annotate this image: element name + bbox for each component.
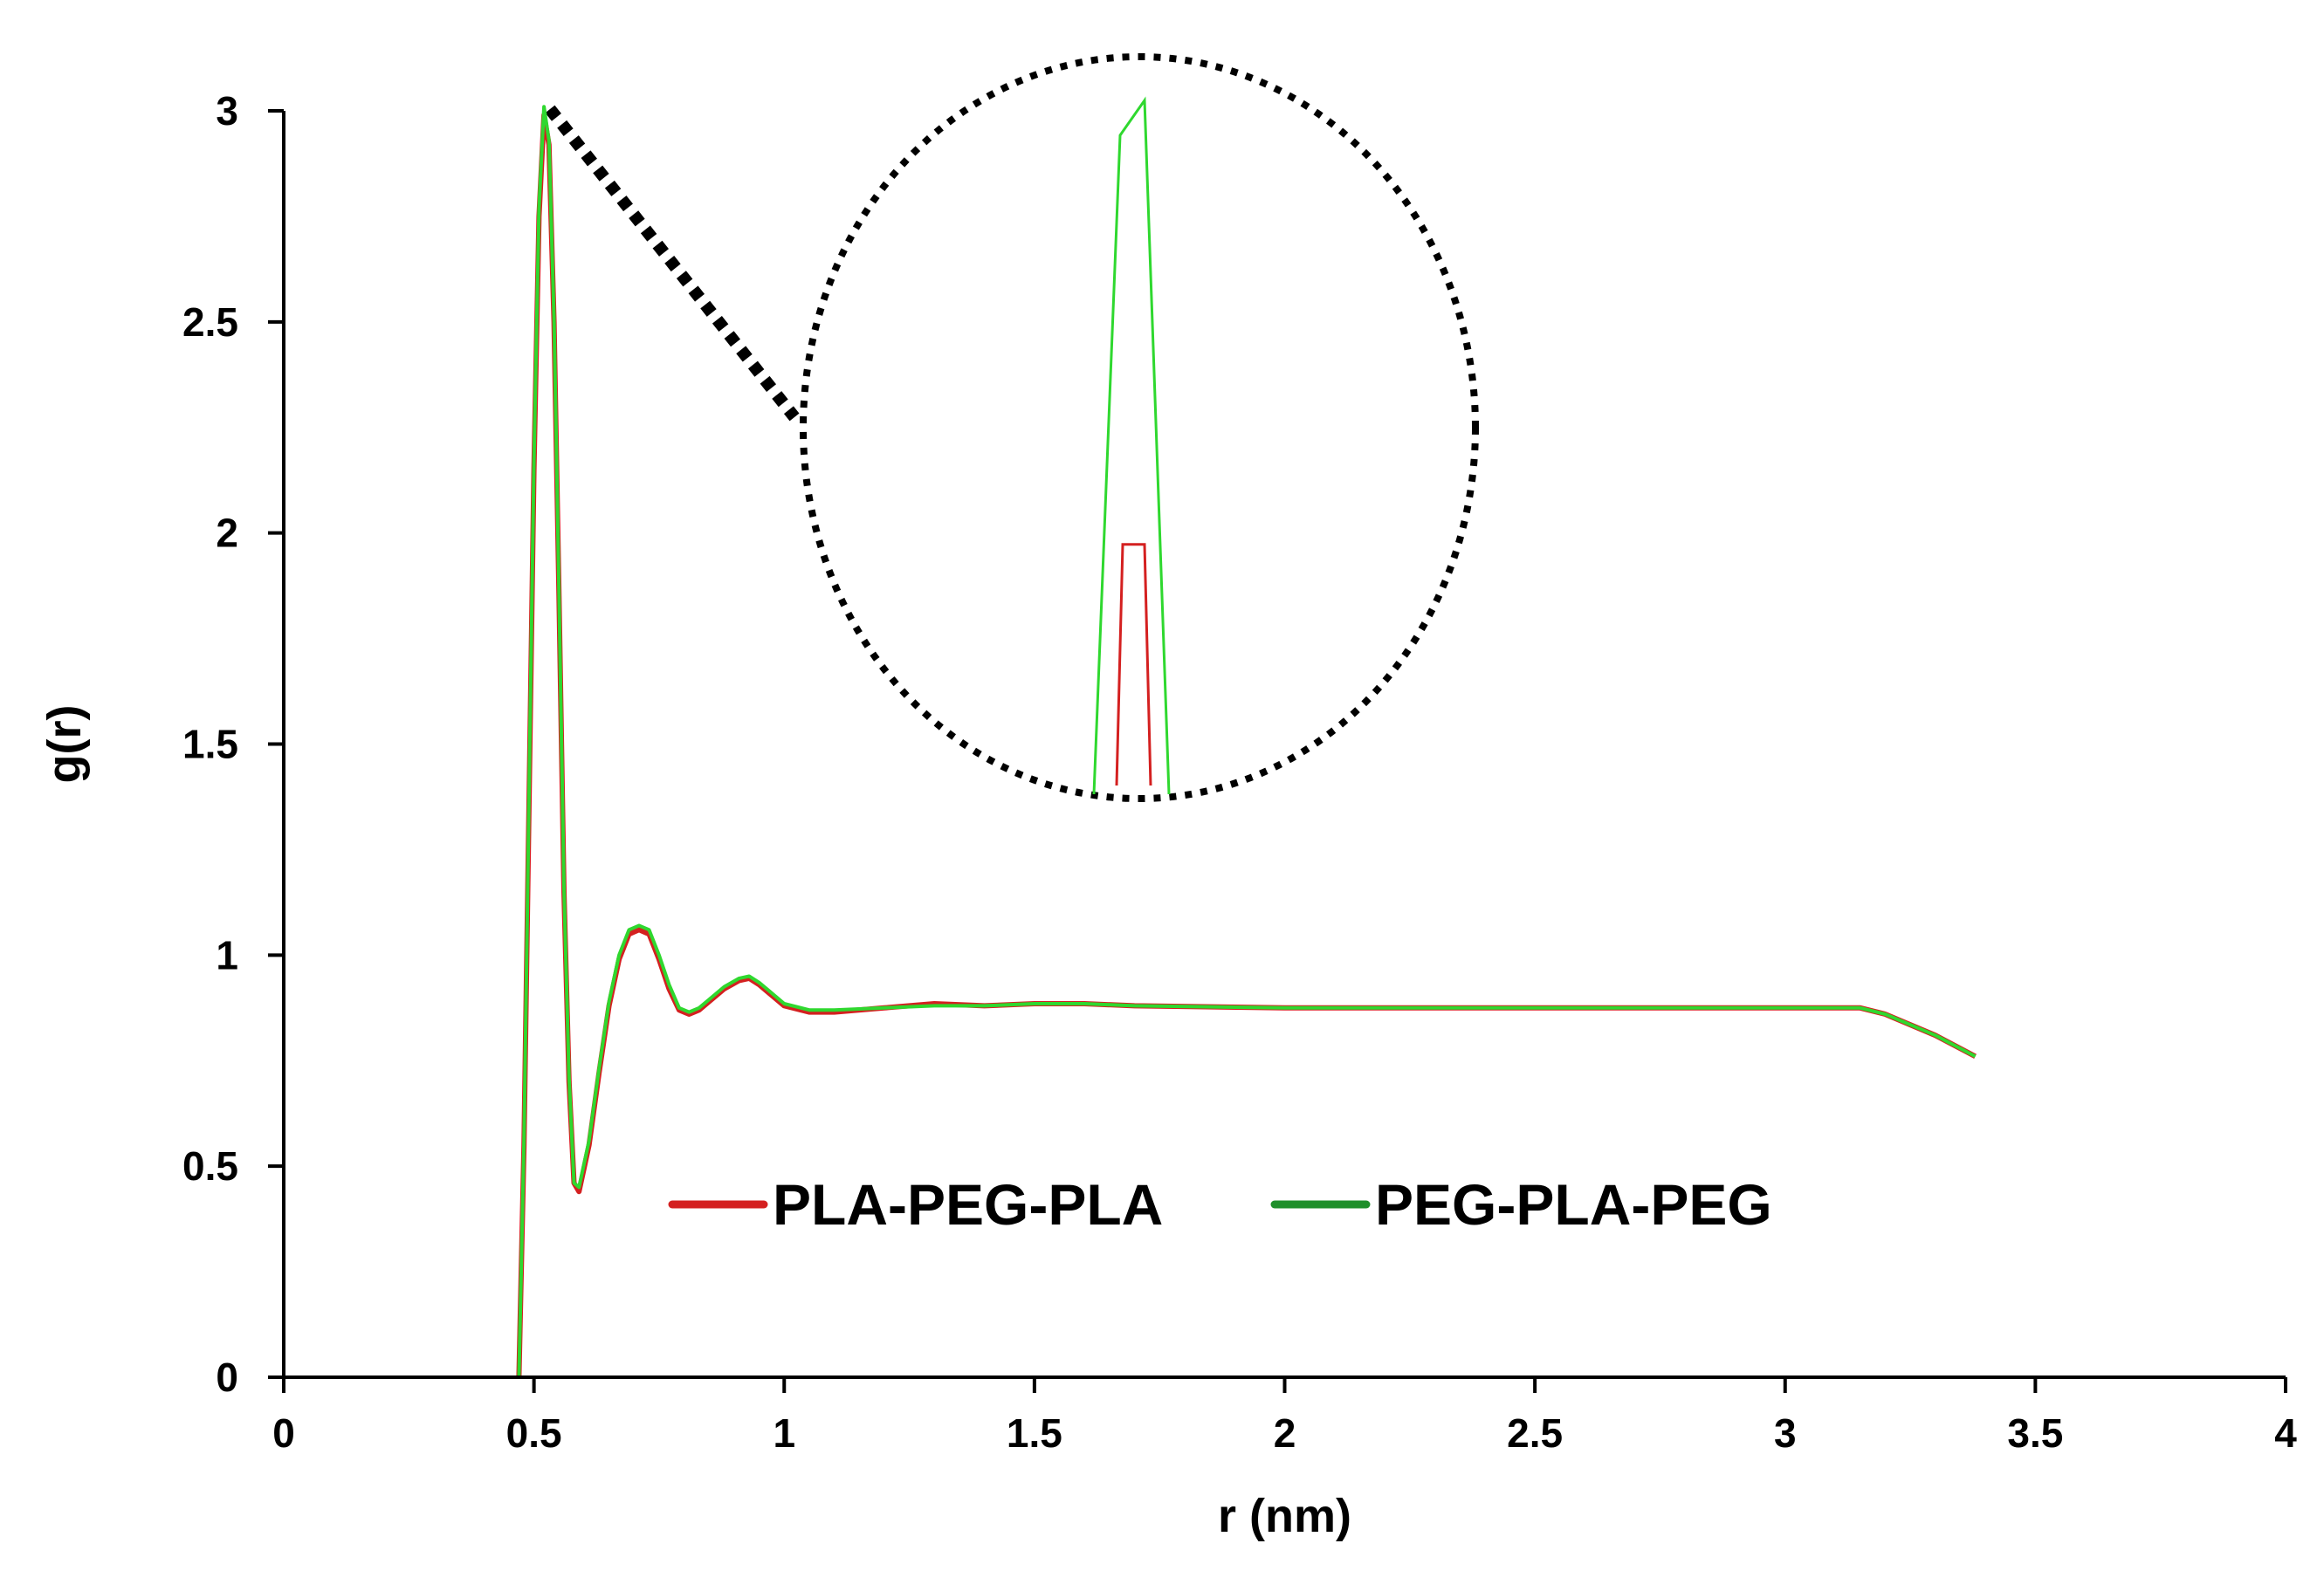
x-tick-label: 2	[1274, 1410, 1296, 1456]
y-tick-label: 1.5	[182, 722, 238, 767]
x-axis-title: r (nm)	[1218, 1490, 1351, 1542]
x-tick-label: 0.5	[506, 1410, 562, 1456]
inset-circle	[800, 53, 1479, 802]
x-tick-label: 4	[2274, 1410, 2297, 1456]
x-tick-label: 1.5	[1007, 1410, 1062, 1456]
y-tick-label: 1	[216, 932, 238, 978]
y-tick-label: 0	[216, 1355, 238, 1400]
x-tick-label: 0	[272, 1410, 295, 1456]
legend-entry-pla-peg-pla: PLA-PEG-PLA	[668, 1172, 1163, 1237]
y-tick-label: 3	[216, 88, 238, 134]
y-tick-label: 0.5	[182, 1143, 238, 1189]
y-tick-label: 2	[216, 511, 238, 556]
inset-peak-peg	[1092, 96, 1171, 795]
y-tick-label: 2.5	[182, 299, 238, 345]
inset-connector	[545, 105, 800, 422]
tick-labels: 0 0.5 1 1.5 2 2.5 3 3.5 4 0 0.5 1 1.5 2 2.5 3	[182, 88, 2297, 1456]
legend: PLA-PEG-PLA PEG-PLA-PEG	[668, 1172, 1772, 1237]
legend-label: PEG-PLA-PEG	[1375, 1172, 1772, 1237]
x-tick-label: 3.5	[2007, 1410, 2063, 1456]
series-line-peg-pla-peg	[517, 105, 1977, 1378]
x-tick-label: 2.5	[1507, 1410, 1563, 1456]
legend-entry-peg-pla-peg: PEG-PLA-PEG	[1270, 1172, 1772, 1237]
axes	[268, 109, 2287, 1393]
x-tick-label: 3	[1774, 1410, 1797, 1456]
zoom-inset	[545, 53, 1479, 802]
legend-label: PLA-PEG-PLA	[773, 1172, 1163, 1237]
inset-peak-pla	[1115, 543, 1152, 786]
x-tick-label: 1	[773, 1410, 795, 1456]
series-lines	[516, 105, 1977, 1378]
y-axis-title: g(r)	[38, 705, 91, 784]
